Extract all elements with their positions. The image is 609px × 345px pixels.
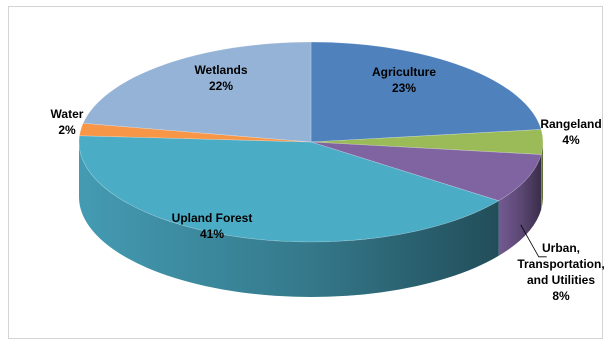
label-rangeland: Rangeland 4% [540, 117, 601, 147]
label-agriculture-pct: 23% [392, 81, 416, 95]
label-water-name: Water [51, 107, 84, 121]
label-water-pct: 2% [58, 123, 76, 137]
label-agriculture-name: Agriculture [372, 65, 436, 79]
leader-line-urban [520, 224, 547, 258]
pie-side-shade-upland-forest [79, 142, 499, 297]
label-rangeland-pct: 4% [562, 133, 580, 147]
label-water: Water 2% [51, 107, 84, 137]
label-agriculture: Agriculture 23% [372, 65, 436, 95]
pie-slice-rangeland [310, 129, 544, 155]
leader-lines [520, 224, 547, 258]
label-urban-line1: Urban, [542, 241, 580, 255]
label-upland-forest: Upland Forest 41% [172, 211, 253, 241]
label-upland-forest-pct: 41% [200, 227, 224, 241]
pie-side-shade-rangeland [541, 142, 543, 210]
label-urban-line3: and Utilities [527, 273, 595, 287]
label-wetlands: Wetlands 22% [194, 63, 247, 93]
pie-top-faces [78, 41, 544, 243]
label-wetlands-name: Wetlands [194, 63, 247, 77]
pie-slice-water [79, 122, 312, 143]
label-wetlands-pct: 22% [209, 79, 233, 93]
label-urban-line2: Transportation, [517, 257, 604, 271]
pie-slice-urban-transportation-and-utilities [310, 141, 542, 202]
pie-slice-wetlands [82, 41, 312, 143]
pie-side-walls [79, 142, 543, 297]
label-urban-pct: 8% [552, 289, 570, 303]
pie-slice-agriculture [310, 41, 542, 143]
label-urban: Urban, Transportation, and Utilities 8% [517, 241, 604, 303]
label-rangeland-name: Rangeland [540, 117, 601, 131]
pie-slice-upland-forest [78, 135, 500, 243]
pie-side-shade-urban-transportation-and-utilities [498, 154, 542, 256]
label-upland-forest-name: Upland Forest [172, 211, 253, 225]
